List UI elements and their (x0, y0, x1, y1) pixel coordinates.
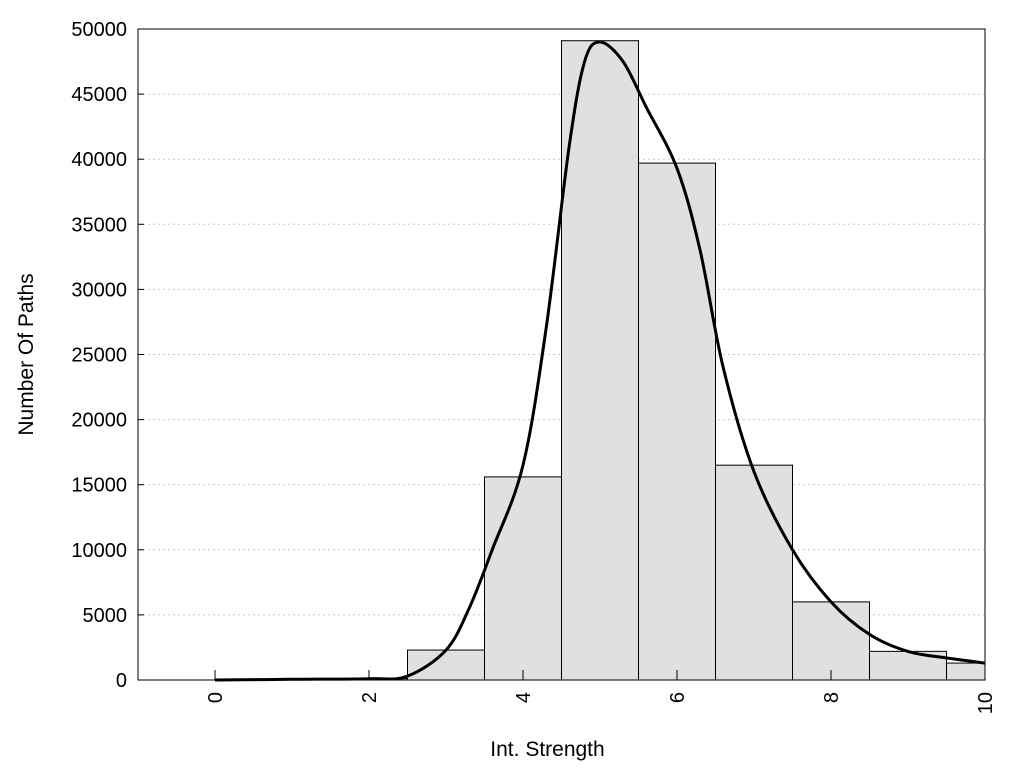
x-tick-label: 0 (205, 692, 227, 703)
y-tick-label: 45000 (71, 84, 127, 106)
y-axis-title: Number Of Paths (15, 273, 38, 435)
y-tick-label: 50000 (71, 19, 127, 41)
y-tick-label: 35000 (71, 214, 127, 236)
y-tick-label: 20000 (71, 410, 127, 432)
histogram-bar (715, 464, 793, 681)
y-tick-label: 10000 (71, 540, 127, 562)
y-tick-label: 5000 (83, 605, 128, 627)
density-curve (214, 40, 986, 682)
x-axis-title: Int. Strength (490, 738, 604, 761)
histogram-bar (561, 40, 639, 681)
x-tick-label: 6 (667, 692, 689, 703)
histogram-bar (792, 601, 870, 681)
y-tick-label: 0 (116, 670, 127, 692)
x-tick-label: 2 (359, 692, 381, 703)
grid-lines (138, 93, 985, 616)
x-tick-label: 4 (513, 692, 535, 703)
y-tick-label: 25000 (71, 345, 127, 367)
y-tick-label: 30000 (71, 279, 127, 301)
y-axis-ticks: 0 5000 10000 15000 20000 25000 30000 35000 40000… (71, 19, 144, 692)
x-tick-label: 8 (821, 692, 843, 703)
histogram-bar (407, 649, 485, 681)
histogram-bar (484, 476, 562, 681)
histogram-bar (946, 662, 986, 681)
y-tick-label: 15000 (71, 475, 127, 497)
x-axis-ticks: 0 2 4 6 8 10 (205, 670, 997, 714)
histogram-bar (638, 162, 716, 681)
x-tick-label: 10 (975, 692, 997, 714)
histogram-bars (253, 40, 986, 681)
y-tick-label: 40000 (71, 149, 127, 171)
